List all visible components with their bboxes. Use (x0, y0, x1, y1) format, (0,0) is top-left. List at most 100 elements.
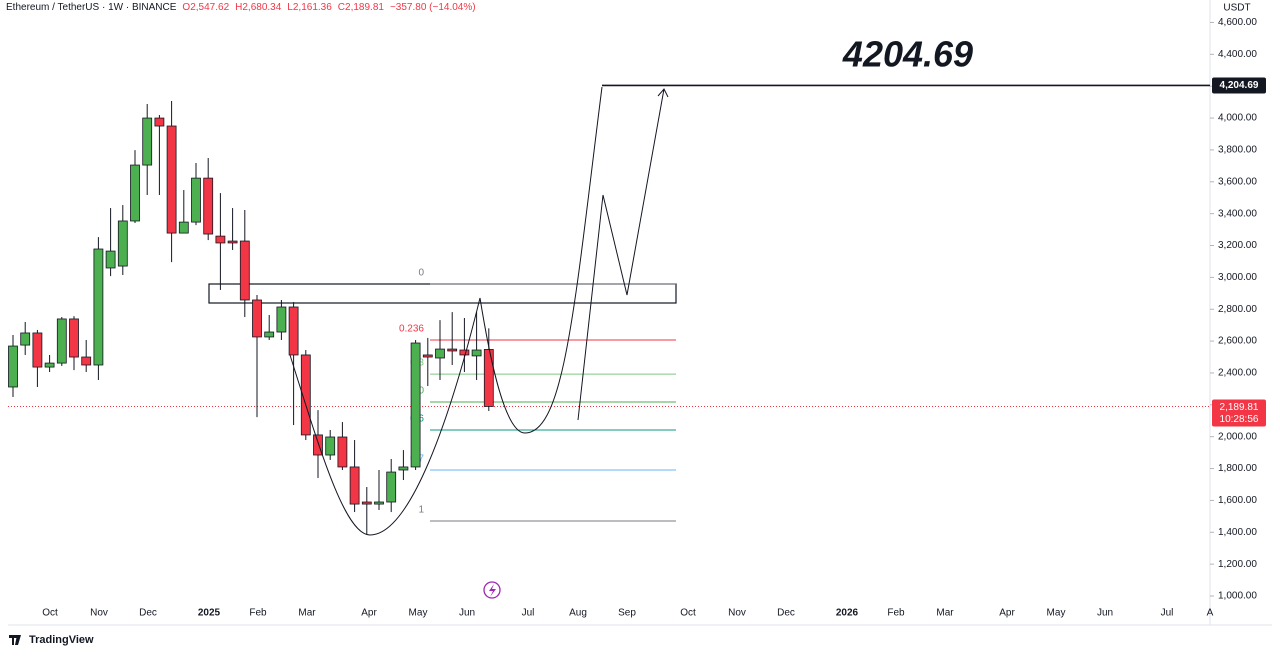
y-tick-label: 3,400.00 (1218, 208, 1257, 219)
candle-body (313, 434, 323, 456)
candle-body (154, 117, 165, 127)
x-tick-label: Aug (569, 608, 587, 619)
x-tick-label: A (1207, 608, 1214, 619)
y-tick-label: 1,000.00 (1218, 591, 1257, 602)
candle-body (349, 466, 360, 505)
y-tick-label: 1,200.00 (1218, 559, 1257, 570)
x-tick-label: May (409, 608, 428, 619)
candle-body (459, 349, 470, 356)
x-tick-label: May (1047, 608, 1066, 619)
candle-body (8, 345, 18, 388)
last-price-box (1212, 399, 1266, 427)
x-tick-label: Oct (42, 608, 58, 619)
y-tick-label: 4,600.00 (1218, 17, 1257, 28)
candle-body (325, 436, 336, 456)
event-icon-bolt (489, 584, 496, 597)
overlay: 1,000.00 1,200.00 1,400.00 1,600.00 1,800.00… (42, 17, 1266, 619)
x-tick-label: Mar (298, 608, 316, 619)
cup-projection (289, 86, 603, 536)
candle-body (81, 356, 92, 366)
candle-body (227, 240, 238, 244)
candle-body (337, 436, 348, 468)
x-tick-label: Apr (361, 608, 377, 619)
countdown-label: 10:28:56 (1220, 414, 1259, 425)
candle-body (300, 354, 311, 436)
candle-body (435, 348, 445, 359)
candles (8, 101, 494, 535)
ohlc-high: H2,680.34 (235, 2, 282, 13)
candle-body (166, 125, 177, 234)
header: Ethereum / TetherUS · 1W · BINANCE O2,547… (6, 2, 476, 13)
target-annotation: 4204.69 (842, 34, 973, 75)
candle-body (410, 342, 421, 468)
brand-logo (9, 635, 21, 645)
x-tick-label: Nov (728, 608, 746, 619)
candle-body (191, 177, 201, 223)
candle-body (276, 306, 287, 333)
y-tick-label: 3,800.00 (1218, 145, 1257, 156)
candle-body (142, 117, 153, 166)
brand: TradingView (29, 634, 94, 646)
x-tick-label: Dec (777, 608, 795, 619)
x-tick-label: Nov (90, 608, 108, 619)
candle-body (20, 332, 31, 346)
candle-body (374, 501, 384, 505)
x-tick-label: 2026 (836, 608, 859, 619)
candle-body (386, 471, 397, 503)
y-tick-label: 4,000.00 (1218, 113, 1257, 124)
candle-body (32, 332, 43, 368)
x-tick-label: 2025 (198, 608, 221, 619)
grid (8, 21, 1214, 597)
x-tick-label: Feb (249, 608, 267, 619)
target-price-label: 4,204.69 (1220, 80, 1259, 91)
y-tick-label: 2,600.00 (1218, 336, 1257, 347)
candle-body (398, 466, 409, 471)
target-price-box (1212, 77, 1266, 94)
y-tick-label: 1,400.00 (1218, 527, 1257, 538)
candle-body (483, 349, 494, 407)
x-tick-label: Jul (522, 608, 535, 619)
y-tick-label: 2,800.00 (1218, 304, 1257, 315)
fib-label: 0.236 (399, 324, 424, 335)
zigzag-projection (577, 88, 669, 421)
candle-body (264, 331, 275, 338)
y-tick-label: 1,800.00 (1218, 463, 1257, 474)
ohlc-low: L2,161.36 (287, 2, 332, 13)
y-tick-label: 3,200.00 (1218, 240, 1257, 251)
ohlc-change: −357.80 (−14.04%) (390, 2, 476, 13)
x-tick-label: Sep (618, 608, 636, 619)
fib-label: 1 (418, 505, 424, 516)
x-tick-label: Oct (680, 608, 696, 619)
candle-body (105, 250, 116, 269)
symbol: Ethereum / TetherUS · 1W · BINANCE (6, 2, 177, 13)
ohlc-close: C2,189.81 (338, 2, 385, 13)
candle-body (447, 348, 458, 352)
fib-label: 0 (418, 268, 424, 279)
x-tick-label: Jul (1161, 608, 1174, 619)
candle-body (422, 354, 433, 358)
currency: USDT (1223, 3, 1250, 14)
x-tick-label: Jun (459, 608, 475, 619)
candle-body (44, 362, 55, 368)
x-tick-label: Jun (1097, 608, 1113, 619)
y-tick-label: 1,600.00 (1218, 495, 1257, 506)
candle-body (215, 235, 226, 244)
candle-body (56, 318, 67, 364)
x-tick-label: Feb (887, 608, 905, 619)
candle-body (288, 306, 299, 356)
y-tick-label: 3,600.00 (1218, 176, 1257, 187)
candle-body (471, 349, 482, 357)
fib-label: 0 (418, 386, 424, 397)
candle-body (117, 220, 128, 267)
candle-body (361, 501, 372, 505)
x-tick-label: Mar (936, 608, 954, 619)
y-tick-label: 4,400.00 (1218, 49, 1257, 60)
candle-body (252, 299, 262, 338)
x-tick-label: Apr (999, 608, 1015, 619)
y-tick-label: 2,000.00 (1218, 431, 1257, 442)
candle-body (130, 164, 140, 222)
candle-body (93, 248, 104, 366)
candle-body (239, 240, 250, 301)
